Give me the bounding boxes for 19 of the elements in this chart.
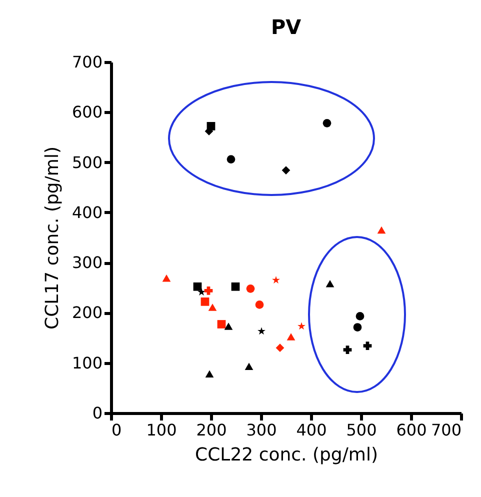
x-axis-title: CCL22 conc. (pg/ml) (195, 444, 378, 466)
y-axis-title: CCL17 conc. (pg/ml) (42, 146, 63, 330)
y-tick-label: 600 (72, 102, 102, 122)
y-tick-label: 0 (92, 404, 102, 422)
x-tick-label: 0 (112, 420, 122, 440)
x-tick-label: 600 (396, 420, 427, 440)
y-tick-label: 100 (72, 353, 102, 372)
x-tick-label: 300 (246, 420, 277, 440)
x-tick-label: 700 (430, 420, 462, 440)
x-tick-label: 200 (196, 420, 227, 440)
y-tick-label: 300 (72, 253, 102, 272)
y-tick-label: 200 (72, 303, 102, 322)
x-tick-label: 500 (346, 420, 377, 440)
y-tick-label: 700 (72, 52, 102, 72)
y-tick-label: 500 (72, 152, 102, 172)
y-tick-label: 400 (72, 202, 102, 222)
x-tick-label: 400 (296, 420, 327, 440)
x-tick-label: 100 (146, 420, 177, 440)
chart-title: PV (270, 15, 302, 39)
